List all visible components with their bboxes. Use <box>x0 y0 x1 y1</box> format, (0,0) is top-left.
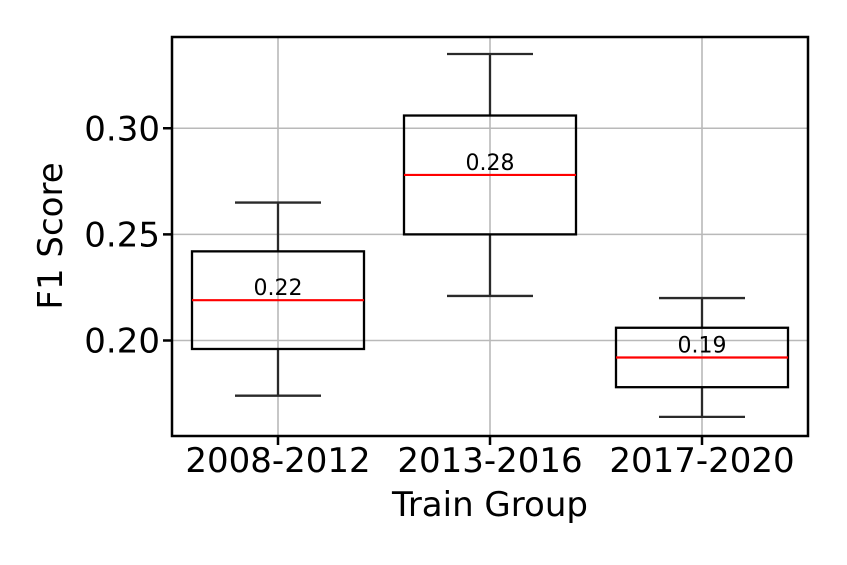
median-value-label: 0.19 <box>678 333 727 358</box>
x-tick-label: 2008-2012 <box>185 441 370 481</box>
boxes-layer: 0.22 0.28 0.19 <box>190 52 790 419</box>
y-tick-label: 0.20 <box>84 321 160 361</box>
x-tick-label: 2013-2016 <box>397 441 582 481</box>
axes-layer: 2008-2012 2013-2016 2017-2020 0.20 0.25 0.30 <box>84 35 810 481</box>
median-value-label: 0.28 <box>466 151 515 176</box>
y-tick-label: 0.25 <box>84 215 160 255</box>
median-value-label: 0.22 <box>254 276 303 301</box>
y-tick-label: 0.30 <box>84 109 160 149</box>
x-tick-label: 2017-2020 <box>609 441 794 481</box>
y-axis-title: F1 Score <box>31 162 71 309</box>
x-axis-title: Train Group <box>391 485 588 525</box>
